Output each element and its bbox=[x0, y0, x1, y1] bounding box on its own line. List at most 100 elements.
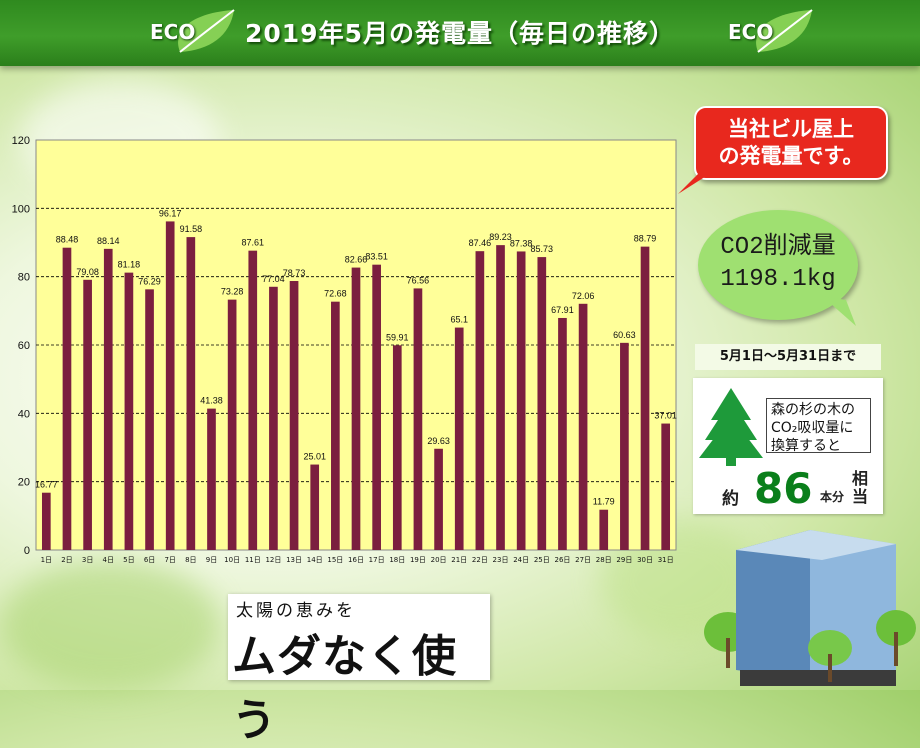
tree-icon bbox=[699, 388, 763, 466]
data-label: 79.08 bbox=[76, 267, 99, 277]
y-tick-label: 60 bbox=[18, 340, 30, 352]
data-label: 25.01 bbox=[303, 452, 326, 462]
data-label: 87.38 bbox=[510, 238, 533, 248]
x-tick-label: 28日 bbox=[596, 556, 612, 564]
building-illustration bbox=[704, 530, 916, 686]
data-label: 87.61 bbox=[242, 238, 265, 248]
bar bbox=[496, 245, 505, 550]
data-labels: 16.77 88.48 79.08 88.14 81.18 76.29 96.17 91.58… bbox=[35, 208, 677, 506]
data-label: 96.17 bbox=[159, 208, 182, 218]
data-label: 81.18 bbox=[118, 260, 141, 270]
data-label: 87.46 bbox=[469, 238, 492, 248]
bar bbox=[372, 264, 381, 550]
data-label: 82.66 bbox=[345, 255, 368, 265]
tree-unit: 本分 bbox=[820, 490, 845, 504]
x-tick-label: 27日 bbox=[575, 556, 591, 564]
slogan-top: 太陽の恵みを bbox=[236, 601, 356, 621]
x-tick-label: 29日 bbox=[616, 556, 632, 564]
x-tick-label: 1日 bbox=[41, 556, 52, 564]
co2-reduction-text: CO2削減量 1198.1kg bbox=[720, 234, 836, 293]
page-title: 2019年5月の発電量（毎日の推移） bbox=[245, 19, 675, 48]
eco-label: ECO bbox=[728, 20, 774, 44]
tree-suffix: 相 当 bbox=[852, 469, 869, 506]
x-tick-label: 16日 bbox=[348, 556, 364, 564]
eco-badge-right: ECO bbox=[728, 6, 818, 56]
bar bbox=[207, 408, 216, 550]
bar bbox=[186, 237, 196, 550]
y-tick-label: 80 bbox=[18, 272, 30, 284]
data-label: 91.58 bbox=[180, 224, 203, 234]
x-tick-label: 3日 bbox=[82, 556, 93, 564]
bar bbox=[351, 267, 361, 550]
data-label: 73.28 bbox=[221, 287, 244, 297]
data-label: 16.77 bbox=[35, 480, 58, 490]
bar-chart: 0 20 40 60 80 100 120 16.77 88.48 79.08 88.14 81.1… bbox=[12, 135, 677, 564]
y-tick-label: 120 bbox=[12, 135, 30, 147]
data-label: 65.1 bbox=[450, 315, 468, 325]
bar bbox=[310, 464, 320, 550]
tree-description: 森の杉の木の CO₂吸収量に 換算すると bbox=[766, 398, 871, 454]
data-label: 76.29 bbox=[138, 276, 161, 286]
x-tick-label: 14日 bbox=[307, 556, 323, 564]
slogan-card: 太陽の恵みを ムダなく使う bbox=[228, 594, 490, 746]
x-tick-label: 5日 bbox=[123, 556, 134, 564]
bar bbox=[434, 448, 443, 550]
data-label: 29.63 bbox=[427, 436, 450, 446]
tree-description-line: 換算すると bbox=[771, 438, 841, 454]
data-label: 11.79 bbox=[593, 497, 615, 507]
bar bbox=[640, 246, 650, 550]
y-tick-label: 20 bbox=[18, 477, 30, 489]
bar bbox=[537, 257, 547, 550]
bar bbox=[124, 272, 134, 550]
tree-description-line: CO₂吸収量に bbox=[771, 420, 854, 436]
callout-bubble: 当社ビル屋上 の発電量です。 bbox=[694, 106, 888, 180]
bar bbox=[516, 251, 526, 550]
eco-badge-left: ECO bbox=[150, 6, 240, 56]
period-label: 5月1日～5月31日まで bbox=[695, 344, 881, 370]
y-axis: 0 20 40 60 80 100 120 bbox=[12, 135, 30, 557]
bar bbox=[558, 317, 567, 550]
x-tick-label: 31日 bbox=[658, 556, 674, 564]
background-blob bbox=[0, 560, 220, 690]
bar bbox=[227, 299, 237, 550]
data-label: 41.38 bbox=[200, 396, 223, 406]
data-label: 60.63 bbox=[613, 330, 636, 340]
x-tick-label: 13日 bbox=[286, 556, 302, 564]
x-axis: 1日 2日 3日 4日 5日 6日 7日 8日 9日 10日 11日 12日 13日 14日 15日 16日 1… bbox=[41, 556, 674, 564]
bar bbox=[165, 221, 175, 550]
bar-series bbox=[41, 221, 671, 550]
header-bar: ECO 2019年5月の発電量（毎日の推移） ECO bbox=[0, 0, 920, 66]
x-tick-label: 22日 bbox=[472, 556, 488, 564]
bar bbox=[413, 288, 423, 550]
bar bbox=[248, 250, 258, 550]
x-tick-label: 7日 bbox=[164, 556, 175, 564]
tree-count: 86 bbox=[754, 464, 813, 513]
leaf-icon bbox=[178, 9, 235, 53]
callout-text: 当社ビル屋上 の発電量です。 bbox=[718, 117, 864, 168]
bubble-tail bbox=[822, 296, 856, 326]
data-label: 77.04 bbox=[262, 274, 285, 284]
x-tick-label: 23日 bbox=[493, 556, 509, 564]
x-tick-label: 8日 bbox=[185, 556, 196, 564]
bar bbox=[145, 289, 154, 550]
co2-bubble: CO2削減量 1198.1kg bbox=[698, 210, 858, 320]
bar bbox=[454, 327, 464, 550]
bar bbox=[62, 247, 72, 550]
x-tick-label: 20日 bbox=[431, 556, 447, 564]
x-tick-label: 10日 bbox=[224, 556, 240, 564]
x-tick-label: 4日 bbox=[103, 556, 114, 564]
x-tick-label: 18日 bbox=[389, 556, 405, 564]
data-label: 76.56 bbox=[407, 275, 430, 285]
bar bbox=[599, 509, 609, 550]
data-label: 72.06 bbox=[572, 291, 595, 301]
x-tick-label: 25日 bbox=[534, 556, 550, 564]
data-label: 78.73 bbox=[283, 268, 306, 278]
slogan-main: ムダなく使う bbox=[232, 631, 457, 746]
bar bbox=[475, 251, 485, 550]
y-tick-label: 100 bbox=[12, 203, 30, 215]
data-label: 88.14 bbox=[97, 236, 120, 246]
data-label: 85.73 bbox=[531, 244, 554, 254]
data-label: 67.91 bbox=[551, 305, 574, 315]
data-label: 37.01 bbox=[654, 411, 677, 421]
y-tick-label: 0 bbox=[24, 545, 30, 557]
